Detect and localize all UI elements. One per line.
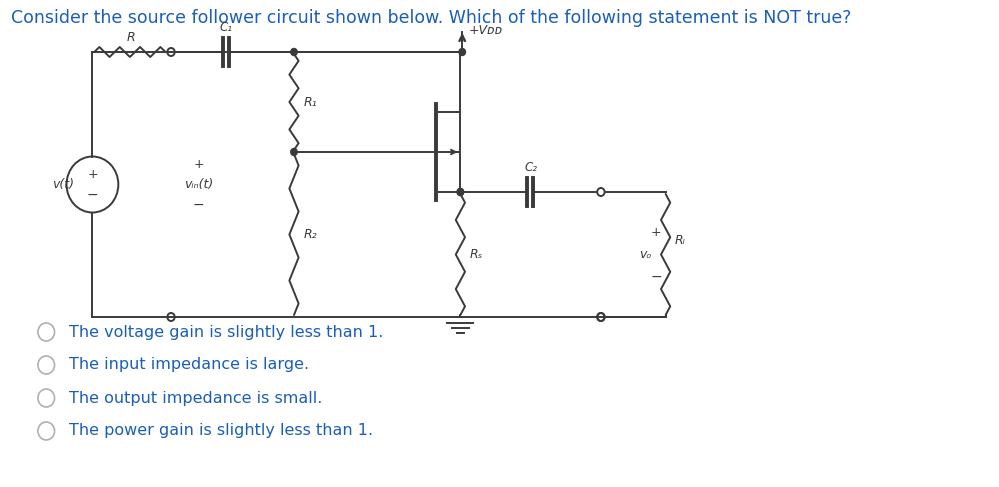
Text: C₂: C₂ — [524, 161, 537, 174]
Text: +: + — [87, 168, 98, 181]
Text: The power gain is slightly less than 1.: The power gain is slightly less than 1. — [69, 424, 374, 438]
Text: v(t): v(t) — [52, 178, 74, 191]
Circle shape — [459, 49, 466, 56]
Circle shape — [458, 188, 464, 195]
Text: vᵢₙ(t): vᵢₙ(t) — [184, 178, 214, 191]
Text: vₒ: vₒ — [639, 248, 651, 261]
Text: −: − — [650, 269, 662, 283]
Text: Rₛ: Rₛ — [470, 248, 483, 262]
Text: +: + — [651, 226, 661, 239]
Text: −: − — [87, 187, 98, 202]
Text: The output impedance is small.: The output impedance is small. — [69, 391, 323, 406]
Text: Consider the source follower circuit shown below. Which of the following stateme: Consider the source follower circuit sho… — [11, 9, 851, 27]
Circle shape — [458, 188, 464, 195]
Text: R: R — [127, 31, 136, 44]
Text: +: + — [194, 158, 204, 171]
Circle shape — [291, 149, 298, 155]
Text: The input impedance is large.: The input impedance is large. — [69, 357, 310, 373]
Text: C₁: C₁ — [220, 21, 233, 34]
Text: +Vᴅᴅ: +Vᴅᴅ — [469, 23, 502, 37]
Text: Rₗ: Rₗ — [675, 233, 685, 246]
Text: R₂: R₂ — [304, 228, 317, 242]
Text: R₁: R₁ — [304, 95, 317, 109]
Text: −: − — [193, 198, 205, 211]
Circle shape — [291, 49, 298, 56]
Text: The voltage gain is slightly less than 1.: The voltage gain is slightly less than 1… — [69, 324, 384, 339]
